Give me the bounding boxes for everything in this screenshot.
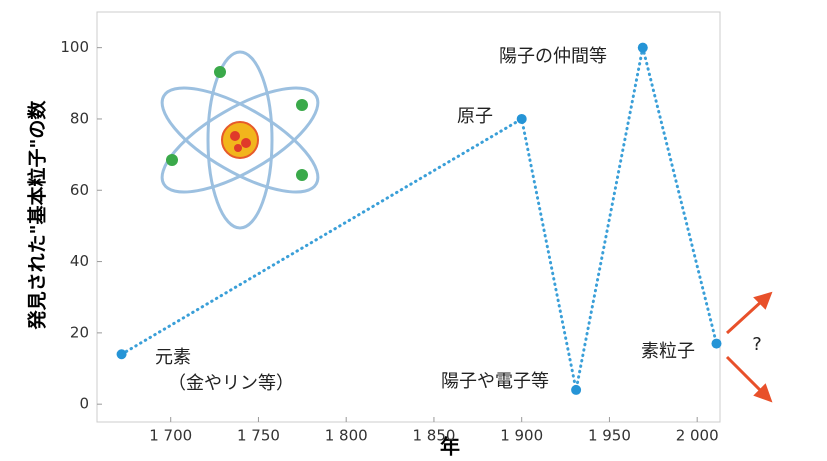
- x-tick-label: 1 850: [412, 427, 455, 445]
- data-point: [116, 349, 127, 360]
- arrows: [725, 291, 773, 403]
- y-axis-label: 発見された"基本粒子"の数: [26, 100, 49, 331]
- y-tick-label: 40: [70, 252, 89, 270]
- atom-illustration: [160, 50, 320, 230]
- plot-area: [96, 11, 721, 423]
- x-tick-label: 1 900: [500, 427, 543, 445]
- x-tick-label: 2 000: [676, 427, 719, 445]
- data-point: [637, 42, 648, 53]
- data-line: [120, 47, 718, 391]
- data-point: [516, 113, 527, 124]
- data-point: [711, 338, 722, 349]
- y-tick-label: 60: [70, 181, 89, 199]
- data-point: [571, 384, 582, 395]
- annotation: （金やリン等）: [168, 373, 294, 394]
- annotation: 素粒子: [641, 341, 695, 362]
- x-tick-label: 1 800: [325, 427, 368, 445]
- x-tick-label: 1 700: [149, 427, 192, 445]
- x-tick-label: 1 750: [237, 427, 280, 445]
- x-tick-label: 1 950: [588, 427, 631, 445]
- annotation: 陽子や電子等: [441, 371, 549, 392]
- y-tick-label: 100: [60, 38, 89, 56]
- annotation: ?: [752, 334, 762, 355]
- y-tick-label: 80: [70, 109, 89, 127]
- annotation: 陽子の仲間等: [499, 46, 607, 67]
- annotation: 原子: [457, 106, 493, 127]
- y-tick-label: 0: [79, 395, 89, 413]
- y-tick-label: 20: [70, 323, 89, 341]
- x-axis-label: 年: [440, 435, 460, 459]
- annotation: 元素: [155, 347, 191, 368]
